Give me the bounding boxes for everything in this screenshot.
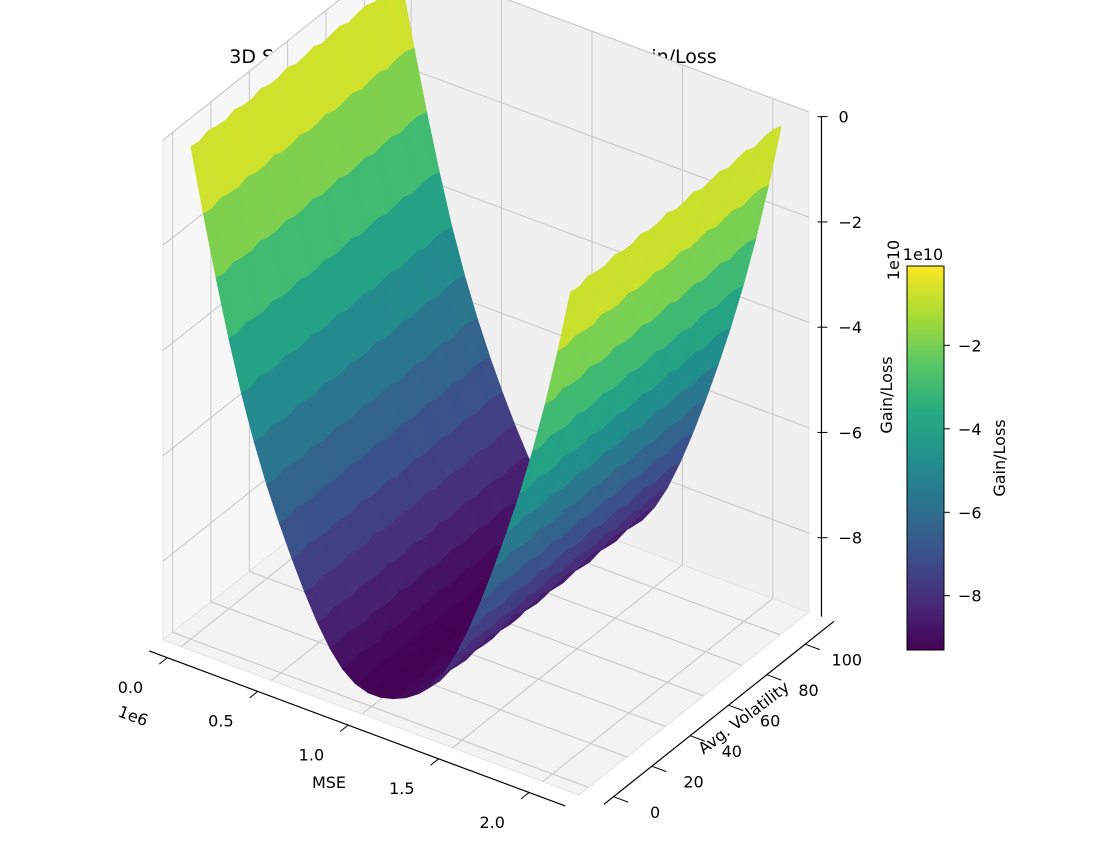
axis-lines — [148, 116, 835, 807]
colorbar-label: Gain/Loss — [990, 419, 1009, 496]
colorbar-tick-label: −4 — [958, 420, 982, 439]
colorbar-scale-label: 1e10 — [903, 245, 943, 264]
x-tick — [158, 657, 168, 665]
y-tick-label: 40 — [722, 742, 742, 761]
z-tick-label: −4 — [839, 318, 863, 337]
gridline-y — [172, 132, 589, 788]
y-tick-label: 0 — [650, 803, 660, 822]
colorbar-tick-label: −8 — [958, 587, 982, 606]
y-axis-line — [603, 620, 835, 805]
surface-plot — [190, 0, 782, 700]
x-axis-line — [148, 650, 566, 807]
x-tick-label: 0.5 — [208, 712, 233, 731]
x-tick — [249, 691, 259, 699]
y-tick-label: 60 — [760, 712, 780, 731]
colorbar-tick-label: −2 — [958, 336, 982, 355]
gridline-x — [542, 98, 774, 782]
z-tick-label: −2 — [839, 213, 863, 232]
y-tick — [651, 765, 667, 773]
y-tick — [613, 796, 629, 803]
x-tick — [520, 792, 530, 800]
z-axis-scale-label: 1e10 — [884, 240, 903, 280]
x-tick-label: 1.0 — [299, 745, 324, 764]
z-tick-label: −8 — [839, 529, 863, 548]
x-tick — [430, 758, 439, 766]
y-tick-label: 20 — [683, 773, 703, 792]
x-tick — [339, 724, 349, 732]
y-tick-label: 100 — [832, 651, 863, 670]
surface-patch — [557, 285, 580, 352]
z-tick-label: 0 — [839, 108, 849, 127]
z-tick-label: −6 — [839, 423, 863, 442]
colorbar — [906, 265, 945, 651]
z-axis-label: Gain/Loss — [877, 356, 896, 433]
colorbar-tick-label: −6 — [958, 503, 982, 522]
x-axis-scale-label: 1e6 — [116, 702, 151, 730]
x-tick-label: 2.0 — [479, 813, 504, 832]
y-tick — [766, 674, 782, 681]
gridline-z — [162, 0, 810, 141]
colorbar-ticks: −2 −4 −6 −8 — [944, 336, 982, 606]
y-tick — [728, 704, 744, 712]
x-tick-label: 0.0 — [118, 678, 143, 697]
x-tick-label: 1.5 — [389, 779, 414, 798]
y-tick — [690, 735, 705, 742]
y-tick-label: 80 — [798, 681, 818, 700]
axis-ticks: 0.0 0.5 1.0 1.5 2.0 0 20 40 60 80 100 0 −2 −4 −6 −8 — [118, 108, 862, 832]
x-axis-label: MSE — [312, 773, 346, 792]
gridline-y — [210, 101, 628, 758]
y-tick — [805, 643, 820, 651]
